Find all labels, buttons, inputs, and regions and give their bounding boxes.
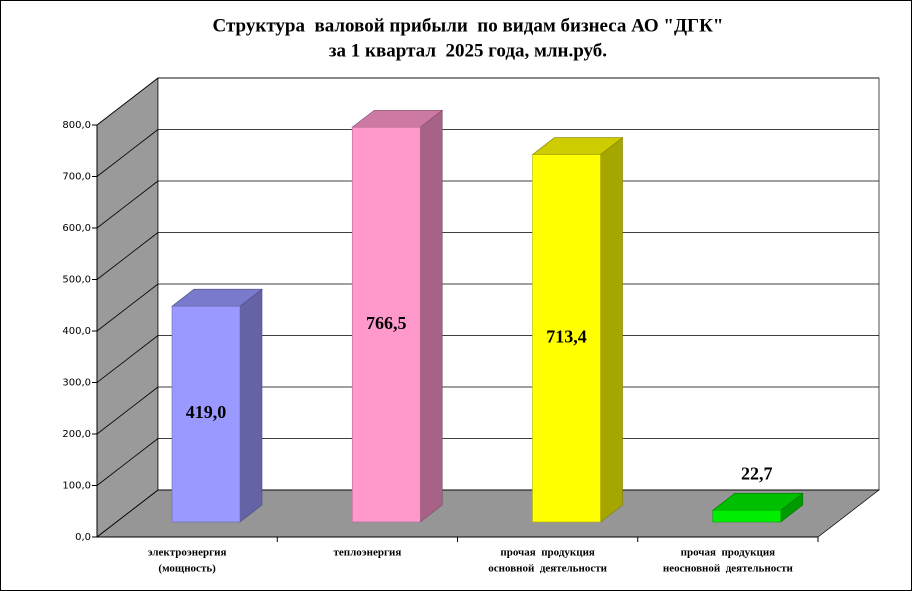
grid-line-side	[96, 489, 159, 538]
grid-line-side	[96, 386, 159, 435]
x-tick-label: теплоэнергия	[333, 547, 401, 559]
grid-line-side	[96, 232, 159, 280]
grid-line-side	[96, 283, 159, 332]
bar-side	[239, 288, 263, 523]
x-tick-label: прочая продукция	[500, 547, 595, 559]
chart-title: Структура валовой прибыли по видам бизне…	[213, 15, 724, 36]
bar	[712, 510, 782, 523]
y-tick-label: 100,0	[62, 481, 91, 492]
bar-side	[419, 109, 443, 523]
grid-line-side	[96, 129, 159, 177]
bar-side	[600, 136, 623, 523]
x-tick-label: неосновной деятельности	[663, 563, 794, 575]
grid-line-side	[96, 335, 159, 383]
y-tick-label: 500,0	[62, 275, 91, 286]
x-tick-label: (мощность)	[158, 563, 216, 575]
grid-line-side	[96, 77, 159, 126]
x-tick-label: электроэнергия	[148, 547, 227, 559]
grid-line-side	[96, 180, 159, 229]
chart-subtitle: за 1 квартал 2025 года, млн.руб.	[329, 40, 607, 61]
data-label: 713,4	[546, 326, 587, 346]
bar	[532, 154, 601, 523]
y-tick-label: 200,0	[62, 429, 91, 440]
data-label: 22,7	[741, 463, 773, 483]
y-tick-label: 400,0	[62, 326, 91, 337]
data-label: 766,5	[366, 313, 407, 333]
grid-line-side	[96, 438, 159, 486]
y-tick-label: 800,0	[62, 120, 91, 131]
bar	[351, 126, 421, 523]
y-tick-label: 0,0	[75, 532, 91, 543]
data-label: 419,0	[186, 402, 227, 422]
y-tick-label: 600,0	[62, 223, 91, 234]
y-tick-label: 700,0	[62, 172, 91, 183]
x-tick-label: основной деятельности	[488, 563, 607, 575]
x-tick-label: прочая продукция	[681, 547, 776, 559]
bar	[171, 305, 241, 523]
y-tick-label: 300,0	[62, 378, 91, 389]
